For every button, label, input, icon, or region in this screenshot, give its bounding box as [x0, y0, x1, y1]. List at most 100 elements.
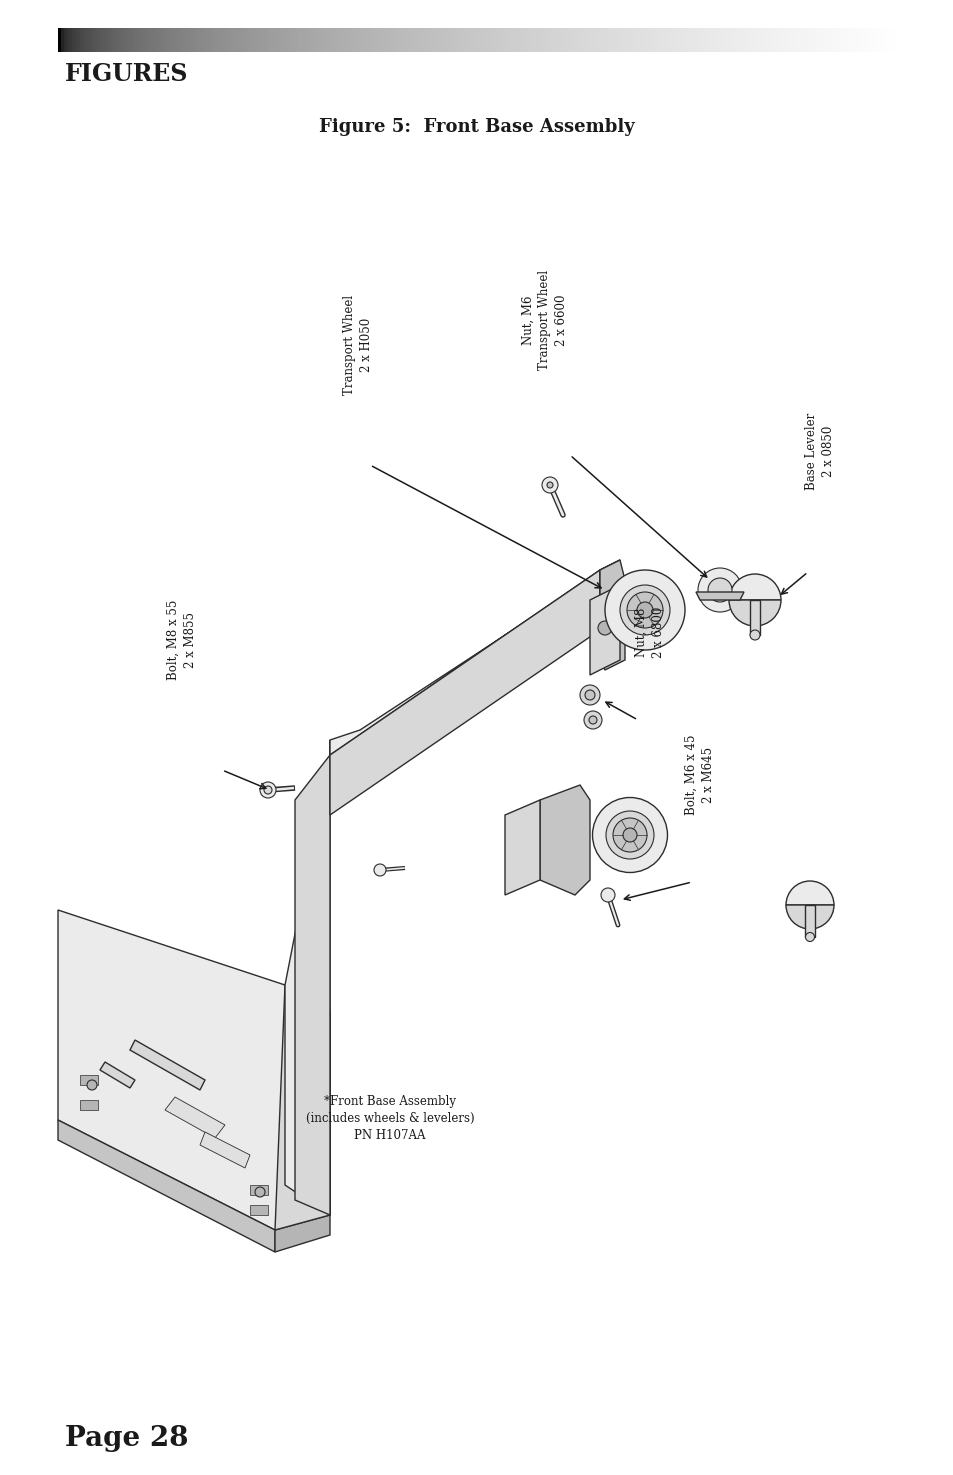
- Bar: [454, 28, 456, 52]
- Bar: [579, 28, 582, 52]
- Bar: [695, 28, 698, 52]
- Bar: [773, 28, 776, 52]
- Bar: [321, 28, 324, 52]
- Bar: [223, 28, 226, 52]
- Bar: [767, 28, 770, 52]
- Bar: [742, 28, 745, 52]
- Bar: [207, 28, 210, 52]
- Circle shape: [260, 782, 275, 798]
- Bar: [106, 28, 109, 52]
- Bar: [700, 28, 702, 52]
- Bar: [268, 28, 271, 52]
- Bar: [156, 28, 159, 52]
- Bar: [406, 28, 409, 52]
- Bar: [711, 28, 714, 52]
- Bar: [434, 28, 436, 52]
- Wedge shape: [728, 600, 781, 625]
- Bar: [246, 28, 249, 52]
- Bar: [226, 28, 229, 52]
- Bar: [705, 28, 708, 52]
- Polygon shape: [250, 1184, 268, 1195]
- Bar: [803, 28, 806, 52]
- Bar: [94, 28, 97, 52]
- Bar: [445, 28, 448, 52]
- Bar: [680, 28, 683, 52]
- Bar: [764, 28, 767, 52]
- Bar: [490, 28, 493, 52]
- Bar: [276, 28, 279, 52]
- Bar: [355, 28, 358, 52]
- Bar: [523, 28, 526, 52]
- Bar: [204, 28, 207, 52]
- Bar: [243, 28, 246, 52]
- Circle shape: [546, 482, 553, 488]
- Bar: [296, 28, 299, 52]
- Bar: [254, 28, 257, 52]
- Polygon shape: [100, 1062, 135, 1089]
- Polygon shape: [599, 560, 624, 670]
- Bar: [725, 28, 728, 52]
- Bar: [467, 28, 470, 52]
- Bar: [459, 28, 461, 52]
- Bar: [882, 28, 885, 52]
- Bar: [201, 28, 204, 52]
- Bar: [77, 28, 80, 52]
- Bar: [557, 28, 559, 52]
- Bar: [170, 28, 172, 52]
- Bar: [843, 28, 845, 52]
- Wedge shape: [785, 881, 833, 906]
- Bar: [549, 28, 552, 52]
- Polygon shape: [130, 1040, 205, 1090]
- Bar: [535, 28, 537, 52]
- Bar: [874, 28, 877, 52]
- Bar: [854, 28, 857, 52]
- Bar: [487, 28, 490, 52]
- Bar: [229, 28, 232, 52]
- Bar: [658, 28, 660, 52]
- Bar: [823, 28, 826, 52]
- Bar: [361, 28, 363, 52]
- Bar: [294, 28, 296, 52]
- Text: *Front Base Assembly
(includes wheels & levelers)
PN H107AA: *Front Base Assembly (includes wheels & …: [305, 1094, 474, 1142]
- Bar: [344, 28, 347, 52]
- Bar: [543, 28, 546, 52]
- Bar: [880, 28, 882, 52]
- Bar: [403, 28, 406, 52]
- Bar: [375, 28, 377, 52]
- Wedge shape: [728, 574, 781, 600]
- Bar: [770, 28, 773, 52]
- Bar: [305, 28, 308, 52]
- Bar: [383, 28, 386, 52]
- Bar: [720, 28, 722, 52]
- Bar: [599, 28, 602, 52]
- Bar: [708, 28, 711, 52]
- Bar: [416, 28, 419, 52]
- Bar: [358, 28, 361, 52]
- Bar: [809, 28, 812, 52]
- Bar: [515, 28, 517, 52]
- Bar: [650, 28, 653, 52]
- Bar: [461, 28, 464, 52]
- Bar: [263, 28, 266, 52]
- Bar: [714, 28, 717, 52]
- Bar: [120, 28, 122, 52]
- Bar: [61, 28, 64, 52]
- Bar: [781, 28, 784, 52]
- Polygon shape: [274, 1215, 330, 1252]
- Polygon shape: [504, 799, 539, 895]
- Bar: [389, 28, 392, 52]
- Bar: [148, 28, 151, 52]
- Bar: [172, 28, 175, 52]
- Circle shape: [698, 568, 741, 612]
- Bar: [621, 28, 624, 52]
- Bar: [210, 28, 213, 52]
- Bar: [504, 28, 507, 52]
- Bar: [728, 28, 731, 52]
- Bar: [787, 28, 790, 52]
- Bar: [428, 28, 431, 52]
- Bar: [888, 28, 891, 52]
- Bar: [442, 28, 445, 52]
- Circle shape: [374, 864, 386, 876]
- Bar: [784, 28, 787, 52]
- Bar: [473, 28, 476, 52]
